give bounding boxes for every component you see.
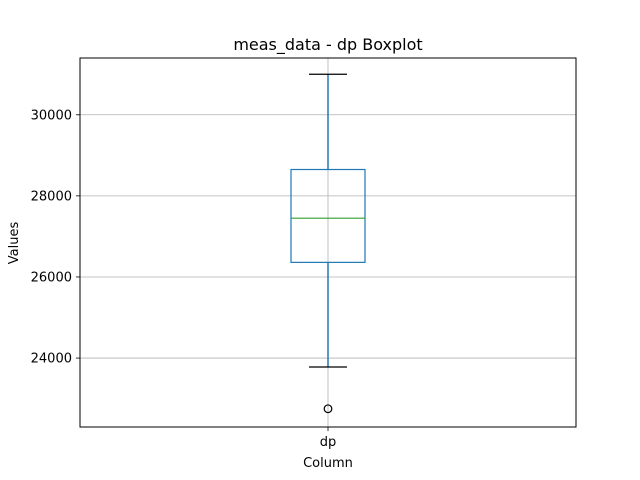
chart-title: meas_data - dp Boxplot (233, 35, 422, 55)
y-tick-label: 26000 (31, 270, 72, 285)
y-axis-ticks: 24000 26000 28000 30000 (31, 108, 80, 367)
y-axis-label: Values (7, 222, 22, 265)
y-tick-label: 30000 (31, 108, 72, 123)
box-layer (290, 73, 366, 414)
x-tick-label: dp (320, 435, 337, 450)
y-tick-label: 24000 (31, 352, 72, 367)
iqr-box (290, 168, 366, 263)
x-axis-label: Column (303, 456, 353, 471)
x-axis-ticks: dp (320, 427, 337, 450)
outlier-point (323, 404, 333, 414)
y-tick-label: 28000 (31, 189, 72, 204)
